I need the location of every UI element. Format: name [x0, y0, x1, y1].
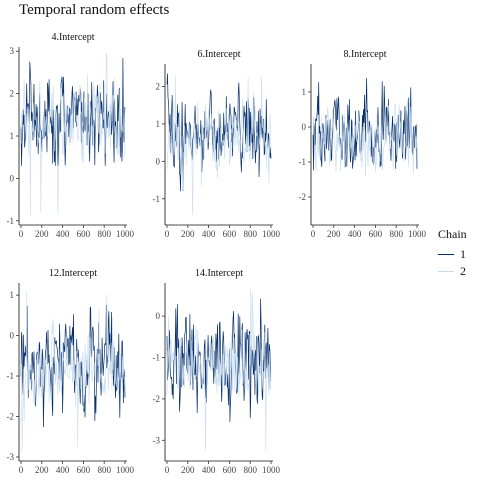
x-tick-label: 800 — [97, 465, 111, 475]
x-tick-label: 400 — [348, 229, 362, 239]
y-tick-label: 0 — [156, 311, 161, 321]
legend-key-chain-1 — [438, 254, 454, 255]
y-tick-label: 3 — [10, 46, 15, 56]
x-tick-label: 0 — [165, 465, 170, 475]
y-tick-label: -1 — [299, 157, 307, 167]
legend-entry-chain-2: 2 — [438, 263, 467, 280]
y-tick-label: -3 — [153, 435, 161, 445]
y-tick-label: 2 — [156, 81, 161, 91]
y-tick-label: -2 — [7, 412, 15, 422]
y-tick-label: 1 — [10, 131, 15, 141]
y-tick-label: -2 — [153, 394, 161, 404]
x-tick-label: 0 — [19, 465, 24, 475]
x-tick-label: 1000 — [262, 229, 281, 239]
x-tick-label: 0 — [19, 229, 24, 239]
x-tick-label: 1000 — [116, 229, 135, 239]
trace-chain-2 — [166, 75, 272, 216]
x-tick-label: 800 — [243, 465, 257, 475]
x-tick-label: 400 — [56, 465, 70, 475]
x-tick-label: 1000 — [408, 229, 427, 239]
x-tick-label: 800 — [389, 229, 403, 239]
y-tick-label: 0 — [302, 122, 307, 132]
x-tick-label: 800 — [243, 229, 257, 239]
legend: Chain 1 2 — [438, 227, 467, 280]
x-tick-label: 400 — [202, 465, 216, 475]
x-tick-label: 200 — [181, 465, 195, 475]
y-tick-label: 1 — [156, 119, 161, 129]
legend-label-chain-1: 1 — [460, 247, 466, 261]
x-tick-label: 600 — [223, 465, 237, 475]
x-tick-label: 0 — [165, 229, 170, 239]
x-tick-label: 400 — [202, 229, 216, 239]
y-tick-label: 0 — [10, 173, 15, 183]
legend-key-chain-2 — [438, 271, 454, 272]
panel-3: 8.Intercept -2 -1 0 1 0 200 400 600 800 1000 — [299, 49, 427, 239]
x-tick-label: 600 — [223, 229, 237, 239]
y-tick-label: -1 — [153, 194, 161, 204]
x-tick-label: 400 — [56, 229, 70, 239]
y-tick-label: -1 — [7, 371, 15, 381]
panel-title: 8.Intercept — [343, 49, 386, 60]
trace-chain-2 — [20, 53, 126, 216]
x-tick-label: 1000 — [262, 465, 281, 475]
x-tick-label: 600 — [369, 229, 383, 239]
x-tick-label: 600 — [77, 465, 91, 475]
x-tick-label: 200 — [181, 229, 195, 239]
chart-title: Temporal random effects — [19, 2, 170, 18]
y-tick-label: 0 — [156, 156, 161, 166]
y-tick-label: -1 — [7, 216, 15, 226]
y-tick-label: -2 — [299, 192, 307, 202]
panel-4: 12.Intercept -3 -2 -1 0 1 0 200 400 600 800 1000 — [7, 268, 135, 475]
x-tick-label: 200 — [35, 229, 49, 239]
x-tick-label: 600 — [77, 229, 91, 239]
trace-chain-1 — [20, 58, 126, 166]
trace-chain-2 — [312, 99, 418, 177]
panel-title: 6.Intercept — [197, 49, 240, 60]
x-tick-label: 800 — [97, 229, 111, 239]
panel-2: 6.Intercept -1 0 1 2 0 200 400 600 800 1000 — [153, 49, 281, 239]
trace-chain-2 — [166, 289, 272, 452]
y-tick-label: 1 — [10, 290, 15, 300]
x-tick-label: 200 — [35, 465, 49, 475]
y-tick-label: -3 — [7, 452, 15, 462]
trace-chain-2 — [20, 290, 126, 453]
panel-title: 14.Intercept — [195, 268, 243, 279]
panel-title: 12.Intercept — [49, 268, 97, 279]
legend-title: Chain — [438, 227, 467, 241]
legend-entry-chain-1: 1 — [438, 246, 467, 263]
y-tick-label: 2 — [10, 89, 15, 99]
x-tick-label: 200 — [327, 229, 341, 239]
y-tick-label: 1 — [302, 87, 307, 97]
panel-5: 14.Intercept -3 -2 -1 0 0 200 400 600 800 1000 — [153, 268, 281, 475]
y-tick-label: 0 — [10, 331, 15, 341]
x-tick-label: 0 — [311, 229, 316, 239]
panel-1: 4.Intercept -1 0 1 2 3 0 200 400 600 800 1000 — [7, 32, 135, 239]
y-tick-label: -1 — [153, 353, 161, 363]
x-tick-label: 1000 — [116, 465, 135, 475]
legend-label-chain-2: 2 — [460, 264, 466, 278]
panel-title: 4.Intercept — [51, 32, 94, 43]
